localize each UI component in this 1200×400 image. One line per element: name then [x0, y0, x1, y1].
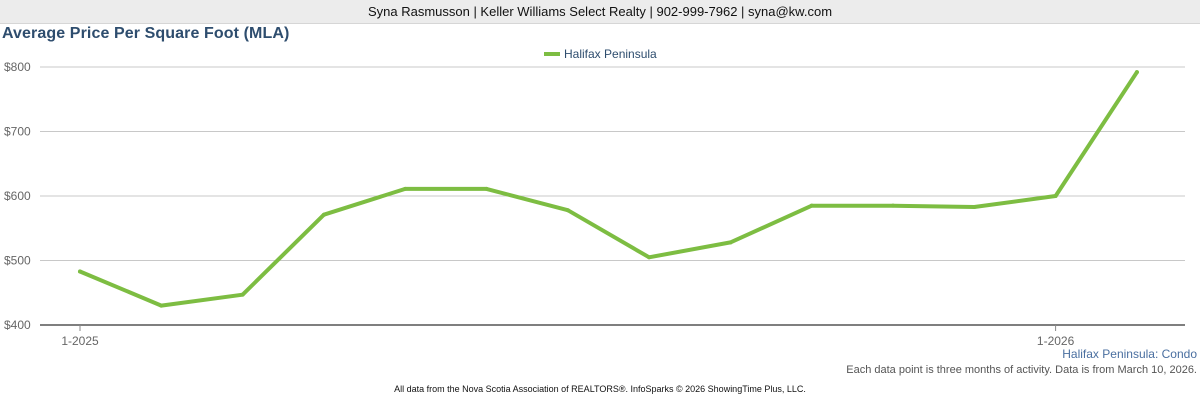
data-point — [891, 203, 895, 208]
contact-banner: Syna Rasmusson | Keller Williams Select … — [0, 0, 1200, 24]
data-point — [809, 203, 814, 208]
data-point — [647, 255, 652, 260]
y-tick-label: $600 — [4, 189, 31, 203]
y-tick-label: $800 — [4, 60, 31, 74]
chart-subtitle: Halifax Peninsula: Condo — [1062, 347, 1197, 361]
series-line — [78, 70, 1139, 308]
data-note: Each data point is three months of activ… — [846, 364, 1197, 376]
y-tick-label: $700 — [4, 125, 31, 139]
data-point — [78, 269, 82, 274]
x-tick-label: 1-2026 — [1037, 334, 1075, 348]
legend-label: Halifax Peninsula — [564, 47, 657, 61]
y-tick-label: $500 — [4, 254, 31, 268]
data-point — [728, 240, 733, 245]
data-point — [403, 186, 408, 191]
contact-text: Syna Rasmusson | Keller Williams Select … — [367, 4, 833, 19]
data-point — [1134, 70, 1139, 75]
data-point — [321, 212, 326, 217]
chart-title: Average Price Per Square Foot (MLA) — [2, 25, 290, 42]
data-point — [972, 204, 977, 209]
source-footer: All data from the Nova Scotia Associatio… — [394, 384, 806, 394]
data-point — [1053, 194, 1058, 198]
data-point — [159, 303, 164, 308]
data-point — [484, 186, 489, 191]
y-tick-label: $400 — [4, 318, 31, 332]
x-tick-label: 1-2025 — [61, 334, 99, 348]
data-point — [240, 292, 245, 297]
data-point — [565, 208, 570, 213]
